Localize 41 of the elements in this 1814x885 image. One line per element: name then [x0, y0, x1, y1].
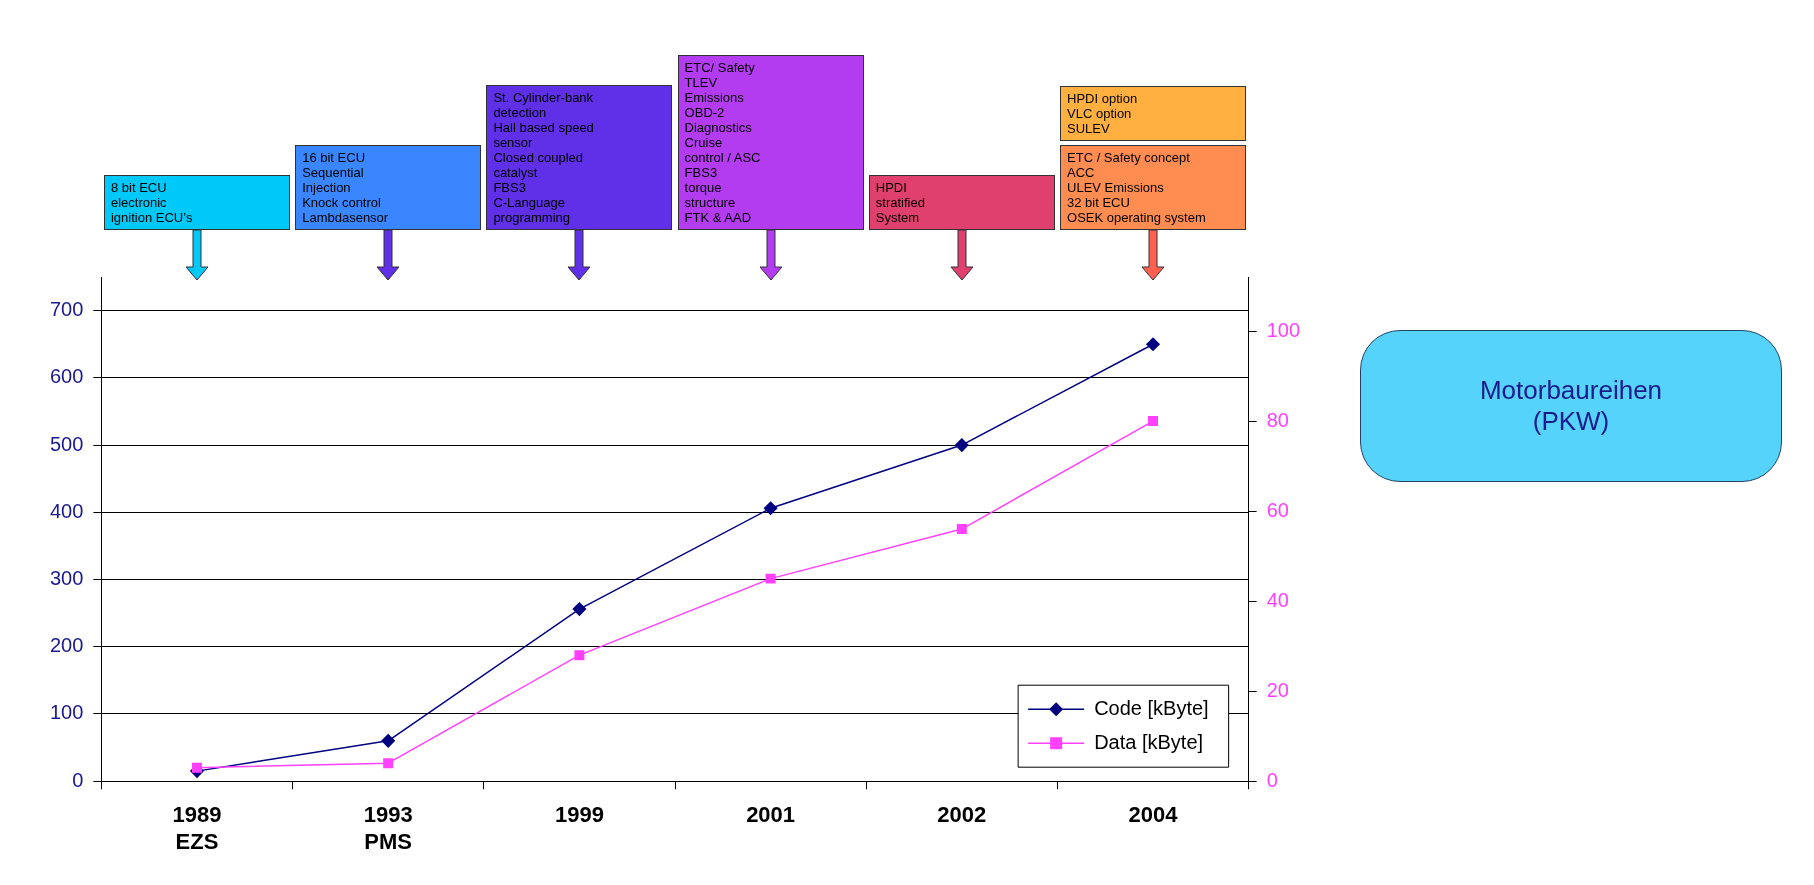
point	[956, 524, 967, 535]
text: Motorbaureihen (PKW)	[1360, 330, 1782, 482]
point	[1146, 337, 1160, 351]
y-tick-label: 400	[49, 499, 84, 522]
x-tick-label: 1993 PMS	[363, 802, 413, 854]
y2-tick-label: 20	[1266, 678, 1289, 701]
y-tick-label: 600	[49, 365, 84, 388]
x-tick-label: 2001	[746, 802, 796, 828]
text: 8 bit ECU electronic ignition ECU’s	[103, 175, 290, 230]
point	[765, 573, 776, 584]
y-tick-label: 0	[72, 768, 84, 791]
point	[955, 438, 969, 452]
x-tick-label: 1999	[554, 802, 604, 828]
y-tick-label: 300	[49, 567, 84, 590]
text: ETC / Safety concept ACC ULEV Emissions 32 bit ECU OSEK operating system	[1060, 145, 1247, 230]
y2-tick-label: 80	[1266, 408, 1289, 431]
text: HPDI stratified System	[868, 175, 1055, 230]
point	[572, 602, 587, 616]
x-tick-label: 2002	[937, 802, 987, 828]
point	[1148, 416, 1159, 427]
point	[574, 650, 585, 661]
x-tick-label: 2004	[1128, 802, 1179, 828]
y2-tick-label: 40	[1266, 588, 1289, 611]
y-tick-label: 500	[49, 432, 84, 455]
point	[191, 762, 202, 773]
y2-tick-label: 0	[1266, 768, 1278, 791]
y-tick-label: 700	[49, 298, 84, 321]
point	[381, 734, 395, 748]
text: St. Cylinder-bank detection Hall based speed sensor Closed coupled catalyst FBS3 C-Language programming	[493, 90, 594, 225]
text: 16 bit ECU Sequential Injection Knock control Lambdasensor	[295, 145, 482, 230]
legend-label: Code [kByte]	[1094, 696, 1209, 719]
point	[383, 758, 394, 769]
legend-label: Data [kByte]	[1094, 730, 1204, 753]
y2-tick-label: 100	[1266, 318, 1301, 341]
text: HPDI option VLC option SULEV	[1060, 86, 1247, 141]
y2-tick-label: 60	[1266, 498, 1289, 521]
y-tick-label: 100	[49, 701, 84, 724]
y-tick-label: 200	[49, 634, 84, 657]
text: ETC/ Safety TLEV Emissions OBD-2 Diagnostics Cruise control / ASC FBS3 torque structure FTK & AAD	[684, 60, 761, 225]
point	[763, 501, 778, 516]
x-tick-label: 1989 EZS	[172, 802, 222, 854]
